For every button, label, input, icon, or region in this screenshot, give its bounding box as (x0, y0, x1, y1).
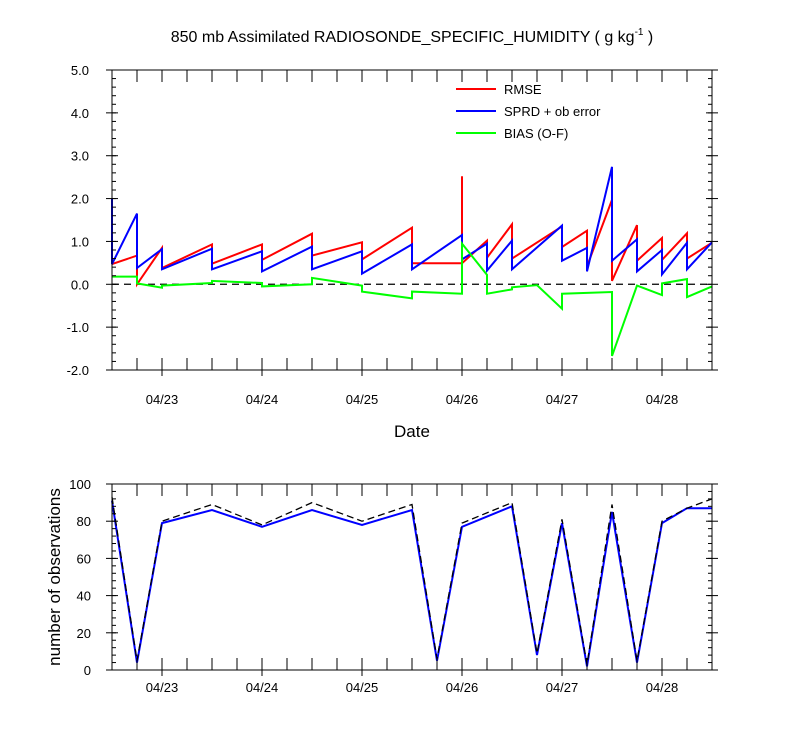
x-tick-label: 04/28 (646, 680, 679, 695)
legend: RMSE SPRD + ob error BIAS (O-F) (456, 82, 601, 141)
series-line-total (111, 496, 713, 665)
x-tick-label: 04/26 (446, 680, 479, 695)
x-tick-label: 04/23 (146, 680, 179, 695)
y-tick-label: 1.0 (71, 234, 89, 249)
series-line-bias-o-f (112, 240, 713, 357)
x-tick-label: 04/27 (546, 680, 579, 695)
x-tick-label: 04/24 (246, 392, 279, 407)
series-line-observations (111, 500, 712, 667)
y-tick-label: 60 (77, 551, 91, 566)
y-tick-label: 4.0 (71, 106, 89, 121)
top-y-tick-labels: -2.0 -1.0 0.0 1.0 2.0 3.0 4.0 5.0 (67, 63, 89, 378)
y-tick-label: -2.0 (67, 363, 89, 378)
bottom-series-group (111, 496, 713, 667)
legend-label: RMSE (504, 82, 542, 97)
x-tick-label: 04/27 (546, 392, 579, 407)
x-axis-title: Date (394, 422, 430, 441)
y-axis-title: number of observations (45, 488, 64, 666)
y-tick-label: 2.0 (71, 192, 89, 207)
y-tick-label: 80 (77, 514, 91, 529)
y-tick-label: -1.0 (67, 320, 89, 335)
y-tick-label: 5.0 (71, 63, 89, 78)
legend-label: BIAS (O-F) (504, 126, 568, 141)
y-tick-label: 20 (77, 626, 91, 641)
y-tick-label: 3.0 (71, 149, 89, 164)
x-tick-label: 04/25 (346, 392, 379, 407)
top-ticks (106, 69, 718, 376)
top-panel: -2.0-1.00.01.02.03.04.05.0 04/23 04/24 04/… (67, 63, 718, 441)
y-tick-label: 40 (77, 589, 91, 604)
bottom-ticks (106, 483, 718, 676)
x-tick-label: 04/28 (646, 392, 679, 407)
x-tick-label: 04/26 (446, 392, 479, 407)
y-tick-label: 0 (84, 663, 91, 678)
x-tick-label: 04/24 (246, 680, 279, 695)
x-tick-label: 04/23 (146, 392, 179, 407)
x-tick-label: 04/25 (346, 680, 379, 695)
y-tick-label: 100 (69, 477, 91, 492)
top-x-tick-labels: 04/23 04/24 04/25 04/26 04/27 04/28 (146, 392, 679, 407)
bottom-x-tick-labels: 04/23 04/24 04/25 04/26 04/27 04/28 (146, 680, 679, 695)
top-series-group (111, 166, 713, 357)
y-tick-label: 0.0 (71, 277, 89, 292)
legend-label: SPRD + ob error (504, 104, 601, 119)
bottom-y-tick-labels: 0 20 40 60 80 100 (69, 477, 91, 678)
chart-title: 850 mb Assimilated RADIOSONDE_SPECIFIC_H… (171, 27, 654, 46)
